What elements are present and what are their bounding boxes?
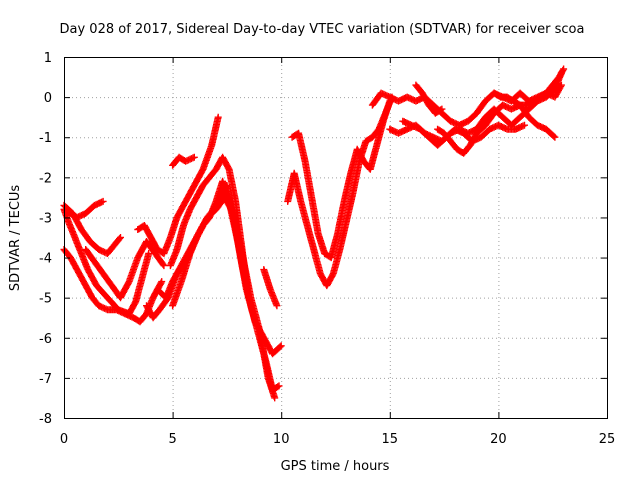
x-axis-label: GPS time / hours: [281, 459, 390, 474]
y-tick-label: -2: [39, 171, 52, 186]
data-series: [60, 246, 166, 326]
data-point-marker: [277, 342, 285, 350]
data-series: [169, 153, 198, 169]
y-tick-label: -6: [39, 332, 52, 347]
data-point-marker: [214, 113, 222, 121]
plot-frame: [64, 57, 608, 419]
data-point-marker: [190, 153, 198, 161]
data-point-marker: [276, 343, 284, 351]
x-tick-label: 25: [599, 432, 616, 447]
data-point-marker: [521, 121, 528, 129]
data-point-marker: [551, 133, 559, 141]
data-series: [82, 238, 168, 302]
x-tick-label: 20: [490, 432, 507, 447]
y-tick-label: -8: [39, 412, 52, 427]
data-point-marker: [438, 105, 446, 113]
x-tick-label: 5: [168, 432, 176, 447]
x-tick-label: 15: [382, 432, 399, 447]
data-point-marker: [271, 394, 279, 402]
data-point-marker: [99, 197, 107, 205]
data-series: [284, 93, 396, 290]
data-marks: [60, 65, 568, 402]
data-point-marker: [274, 383, 282, 391]
data-point-marker: [550, 132, 558, 140]
data-series: [412, 81, 446, 117]
data-series: [260, 266, 281, 310]
x-tick-label: 10: [273, 432, 290, 447]
y-tick-label: -5: [39, 292, 52, 307]
data-point-marker: [560, 65, 568, 73]
y-axis-label: SDTVAR / TECUs: [8, 185, 23, 292]
data-point-marker: [559, 66, 567, 74]
y-tick-label: -7: [39, 372, 52, 387]
y-tick-label: -3: [39, 211, 52, 226]
y-tick-label: 0: [44, 91, 52, 106]
data-point-marker: [519, 122, 527, 130]
x-tick-label: 0: [60, 432, 68, 447]
data-series: [434, 101, 559, 157]
data-point-marker: [437, 106, 445, 114]
data-point-marker: [159, 260, 167, 268]
data-point-marker: [158, 278, 166, 286]
data-series: [169, 193, 279, 402]
y-tick-label: 1: [44, 51, 52, 66]
data-series: [134, 113, 222, 257]
data-point-marker: [116, 235, 123, 243]
data-point-marker: [275, 382, 283, 390]
y-tick-label: -1: [39, 131, 52, 146]
data-point-marker: [117, 234, 124, 241]
chart-title: Day 028 of 2017, Sidereal Day-to-day VTE…: [60, 22, 585, 37]
data-series: [490, 65, 568, 109]
data-point-marker: [273, 302, 281, 310]
data-point-marker: [160, 262, 168, 270]
data-point-marker: [145, 250, 153, 257]
data-series: [60, 201, 124, 257]
y-tick-label: -4: [39, 252, 52, 267]
data-point-marker: [98, 198, 106, 206]
data-series: [288, 97, 394, 262]
